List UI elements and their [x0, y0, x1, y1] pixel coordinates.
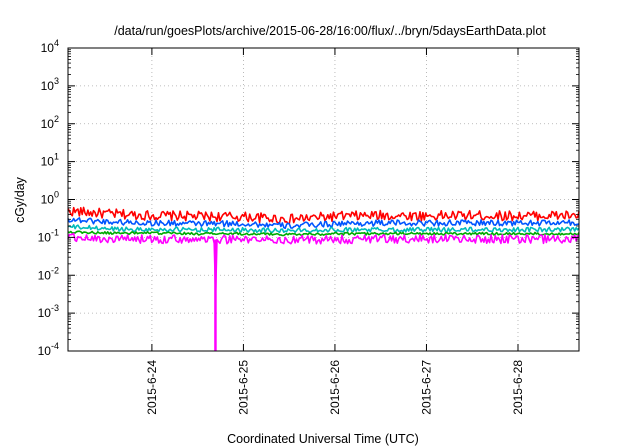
y-tick-label: 10-2	[38, 265, 59, 282]
y-tick-exponent: 1	[54, 152, 59, 162]
y-tick-base: 10	[38, 268, 52, 282]
y-tick-exponent: -1	[51, 227, 59, 237]
y-tick-base: 10	[41, 117, 55, 131]
x-tick-label: 2015-6-24	[145, 360, 159, 415]
y-tick-label: 102	[41, 114, 59, 131]
y-tick-label: 10-1	[38, 227, 59, 244]
y-tick-label: 103	[41, 76, 59, 93]
y-tick-exponent: -4	[51, 341, 59, 351]
y-tick-exponent: 2	[54, 114, 59, 124]
chart-title: /data/run/goesPlots/archive/2015-06-28/1…	[114, 24, 546, 38]
y-tick-base: 10	[38, 344, 52, 358]
y-tick-base: 10	[41, 155, 55, 169]
series-line	[67, 224, 580, 234]
series-layer	[67, 206, 580, 351]
y-tick-base: 10	[41, 41, 55, 55]
y-tick-base: 10	[41, 79, 55, 93]
y-tick-exponent: 0	[54, 190, 59, 200]
y-tick-label: 10-4	[38, 341, 59, 358]
y-tick-label: 10-3	[38, 303, 59, 320]
x-tick-label: 2015-6-27	[419, 360, 433, 415]
x-tick-label: 2015-6-26	[328, 360, 342, 415]
y-tick-exponent: 3	[54, 76, 59, 86]
y-tick-label: 104	[41, 38, 59, 55]
series-line	[67, 206, 580, 225]
grid-layer	[68, 48, 579, 351]
y-tick-exponent: -3	[51, 303, 59, 313]
y-axis-label: cGy/day	[13, 176, 27, 223]
y-tick-base: 10	[38, 230, 52, 244]
series-line	[67, 232, 580, 297]
y-tick-exponent: 4	[54, 38, 59, 48]
y-tick-exponent: -2	[51, 265, 59, 275]
axis-layer: 10-410-310-210-11001011021031042015-6-24…	[38, 38, 579, 415]
y-tick-label: 100	[41, 190, 59, 207]
x-tick-label: 2015-6-28	[511, 360, 525, 415]
y-tick-base: 10	[38, 306, 52, 320]
y-tick-base: 10	[41, 193, 55, 207]
series-line	[67, 217, 580, 230]
x-axis-label: Coordinated Universal Time (UTC)	[227, 432, 419, 446]
x-tick-label: 2015-6-25	[236, 360, 250, 415]
series-line	[67, 230, 580, 237]
y-tick-label: 101	[41, 152, 59, 169]
